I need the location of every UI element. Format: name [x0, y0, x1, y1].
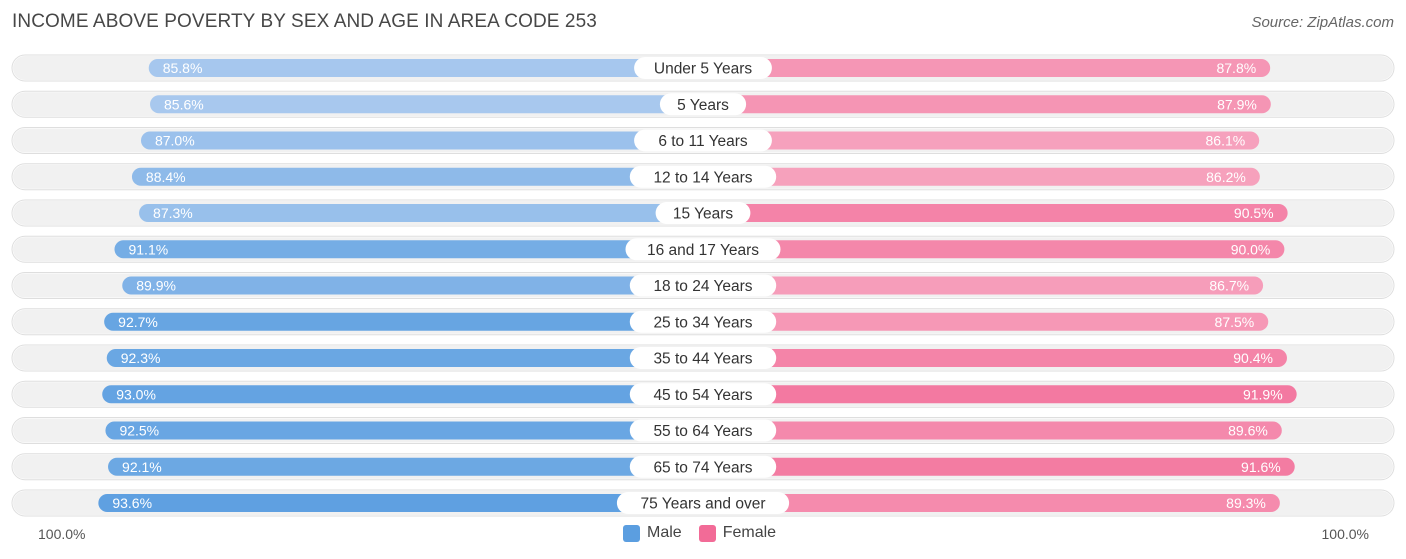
male-value-label: 92.3%	[121, 350, 161, 366]
category-pill	[634, 129, 772, 152]
male-value-label: 89.9%	[136, 278, 176, 294]
male-value-label: 93.6%	[112, 495, 152, 511]
male-bar	[104, 312, 703, 331]
female-value-label: 91.6%	[1241, 459, 1281, 475]
legend-swatch-male	[623, 524, 640, 542]
category-label: 65 to 74 Years	[653, 459, 752, 476]
male-bar	[108, 457, 703, 476]
male-bar	[150, 95, 704, 114]
female-value-label: 87.8%	[1216, 60, 1256, 76]
male-bar	[102, 385, 704, 404]
female-bar	[703, 276, 1264, 295]
male-value-label: 92.7%	[118, 314, 158, 330]
male-bar	[122, 276, 704, 295]
category-label: 75 Years and over	[641, 496, 766, 513]
category-pill	[659, 93, 747, 116]
category-pill	[629, 310, 777, 333]
female-bar	[703, 494, 1280, 512]
category-label: 18 to 24 Years	[653, 278, 752, 295]
female-value-label: 89.6%	[1228, 423, 1268, 439]
female-bar	[703, 95, 1271, 114]
male-value-label: 85.8%	[163, 60, 203, 76]
female-value-label: 90.5%	[1234, 205, 1274, 221]
male-bar	[114, 240, 703, 259]
category-label: Under 5 Years	[654, 61, 752, 78]
female-bar	[703, 240, 1285, 259]
source-label: Source: ZipAtlas.com	[1251, 14, 1394, 31]
category-pill	[629, 274, 777, 297]
male-value-label: 88.4%	[146, 169, 186, 185]
legend-label-male: Male	[647, 524, 682, 541]
male-value-label: 91.1%	[128, 241, 168, 257]
female-bar	[703, 131, 1260, 150]
female-bar	[703, 421, 1282, 440]
male-bar	[148, 59, 703, 77]
female-value-label: 89.3%	[1226, 495, 1266, 511]
category-label: 6 to 11 Years	[658, 133, 748, 150]
category-label: 12 to 14 Years	[653, 169, 752, 186]
male-value-label: 92.5%	[119, 423, 159, 439]
category-label: 16 and 17 Years	[647, 242, 759, 259]
legend-item-male: Male	[623, 524, 682, 542]
category-pill	[629, 383, 777, 406]
chart-title: INCOME ABOVE POVERTY BY SEX AND AGE IN A…	[12, 11, 597, 32]
category-pill	[634, 57, 772, 79]
male-value-label: 85.6%	[164, 96, 204, 112]
male-value-label: 87.3%	[153, 205, 193, 221]
male-bar	[106, 349, 703, 367]
female-value-label: 91.9%	[1243, 386, 1283, 402]
category-label: 15 Years	[673, 206, 734, 223]
legend-label-female: Female	[722, 524, 777, 541]
female-bar	[703, 167, 1260, 186]
category-label: 25 to 34 Years	[653, 314, 752, 331]
category-pill	[629, 419, 777, 442]
female-value-label: 86.1%	[1206, 133, 1246, 149]
category-pill	[625, 238, 781, 261]
female-bar	[703, 385, 1297, 404]
category-pill	[629, 455, 777, 478]
male-value-label: 92.1%	[122, 459, 162, 475]
legend: Male Female	[623, 524, 793, 542]
female-bar	[703, 312, 1269, 331]
male-value-label: 87.0%	[155, 133, 195, 149]
female-value-label: 87.9%	[1217, 96, 1257, 112]
axis-left-label: 100.0%	[38, 526, 86, 542]
male-bar	[140, 131, 704, 150]
axis-right-label: 100.0%	[1321, 526, 1369, 542]
female-bar	[703, 349, 1287, 367]
category-pill	[616, 492, 790, 514]
category-label: 5 Years	[677, 97, 729, 114]
female-value-label: 86.2%	[1206, 169, 1246, 185]
category-pill	[629, 347, 777, 369]
female-value-label: 87.5%	[1215, 314, 1255, 330]
category-label: 35 to 44 Years	[653, 351, 752, 368]
female-bar	[703, 457, 1295, 476]
male-bar	[105, 421, 703, 440]
female-value-label: 86.7%	[1209, 278, 1249, 294]
category-label: 55 to 64 Years	[653, 423, 752, 440]
male-bar	[139, 204, 704, 222]
female-value-label: 90.0%	[1231, 241, 1271, 257]
female-value-label: 90.4%	[1233, 350, 1273, 366]
category-pill	[629, 165, 777, 188]
category-label: 45 to 54 Years	[653, 387, 752, 404]
female-bar	[703, 59, 1271, 77]
diverging-bar-chart: 85.8% 87.8% Under 5 Years 85.6% 87.9% 5 Years…	[11, 54, 1395, 517]
legend-swatch-female	[698, 524, 716, 542]
male-value-label: 93.0%	[116, 386, 156, 402]
legend-item-female: Female	[698, 524, 777, 542]
male-bar	[98, 494, 704, 512]
female-bar	[703, 204, 1288, 222]
category-pill	[655, 202, 751, 224]
male-bar	[131, 167, 703, 186]
